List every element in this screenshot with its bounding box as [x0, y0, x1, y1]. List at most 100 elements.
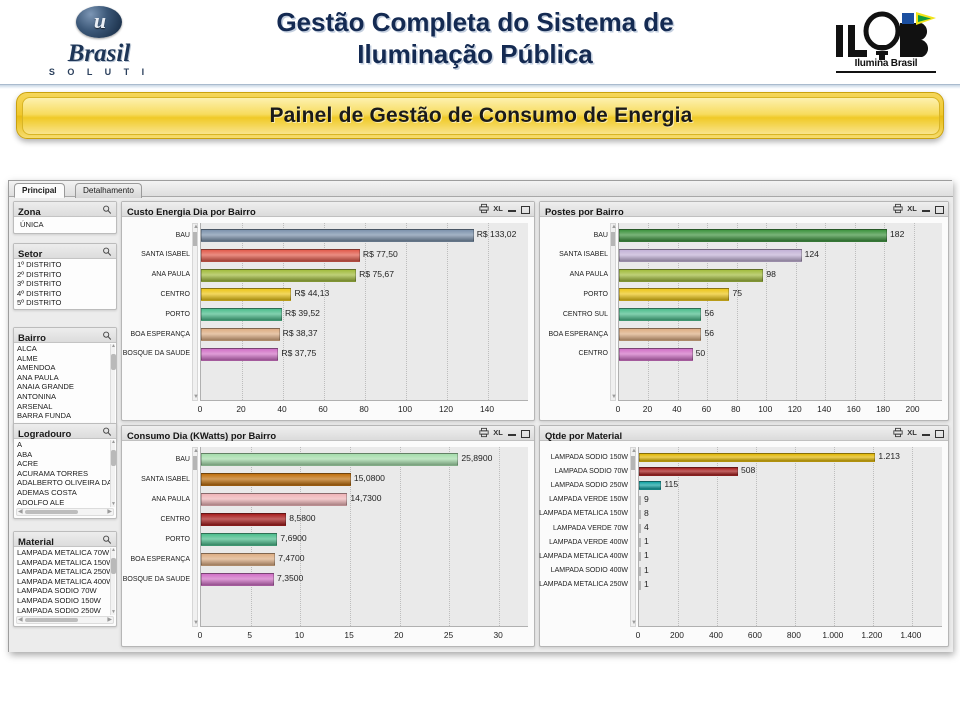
bar[interactable] — [619, 229, 888, 242]
scroll-down-arrow-icon[interactable]: ▼ — [193, 620, 199, 626]
category-scrollbar[interactable]: ▲ ▼ — [630, 447, 637, 627]
bar[interactable] — [201, 328, 280, 341]
list-item[interactable]: 1º DISTRITO — [17, 260, 62, 269]
list-item[interactable]: ADEMAS COSTA — [17, 487, 77, 497]
list-item[interactable]: ACRE — [17, 459, 39, 469]
list-item[interactable]: ADALBERTO OLIVEIRA DA — [17, 478, 113, 488]
list-item[interactable]: LAMPADA METALICA 150W — [17, 557, 114, 567]
scroll-right-arrow-icon[interactable]: ▶ — [107, 617, 112, 624]
scrollbar-thumb[interactable] — [111, 450, 116, 466]
bar[interactable] — [201, 453, 459, 466]
scrollbar-thumb[interactable] — [193, 456, 197, 470]
magnifier-icon[interactable] — [102, 246, 112, 257]
list-item[interactable]: ÚNICA — [20, 220, 44, 229]
maximize-icon[interactable] — [521, 205, 530, 214]
scrollbar-thumb[interactable] — [25, 618, 78, 623]
printer-icon[interactable] — [479, 203, 489, 214]
list-item[interactable]: ACURAMA TORRES — [17, 468, 89, 478]
bar[interactable] — [201, 553, 276, 566]
list-item[interactable]: LAMPADA SODIO 250W — [17, 605, 101, 615]
magnifier-icon[interactable] — [102, 330, 112, 341]
printer-icon[interactable] — [893, 427, 903, 438]
bar[interactable] — [639, 524, 641, 533]
list-item[interactable]: 5º DISTRITO — [17, 298, 62, 308]
list-item[interactable]: 3º DISTRITO — [17, 279, 62, 289]
bar[interactable] — [619, 288, 730, 302]
list-item[interactable]: 2º DISTRITO — [17, 269, 62, 279]
bar[interactable] — [619, 268, 764, 282]
scroll-up-arrow-icon[interactable]: ▲ — [611, 224, 617, 230]
export-excel-icon[interactable]: XL — [907, 428, 917, 437]
scroll-left-arrow-icon[interactable]: ◀ — [18, 509, 23, 516]
bar[interactable] — [201, 493, 348, 506]
list-item[interactable]: LAMPADA SODIO 70W — [17, 586, 97, 596]
bar[interactable] — [201, 248, 360, 262]
list-item[interactable]: ANA PAULA — [17, 372, 59, 382]
minimize-icon[interactable] — [921, 427, 931, 438]
vertical-scrollbar[interactable]: ▲▼ — [110, 344, 116, 431]
bar[interactable] — [201, 573, 275, 586]
tab-detalhamento[interactable]: Detalhamento — [75, 183, 142, 198]
list-item[interactable]: ANAIA GRANDE — [17, 382, 74, 392]
maximize-icon[interactable] — [935, 205, 944, 214]
tab-principal[interactable]: Principal — [14, 183, 65, 198]
scroll-right-arrow-icon[interactable]: ▶ — [107, 509, 112, 516]
scroll-left-arrow-icon[interactable]: ◀ — [18, 617, 23, 624]
list-item[interactable]: LAMPADA SODIO 150W — [17, 595, 101, 605]
bar[interactable] — [639, 495, 641, 505]
bar[interactable] — [201, 268, 357, 282]
list-item[interactable]: ABA — [17, 449, 33, 459]
magnifier-icon[interactable] — [102, 534, 112, 545]
bar[interactable] — [619, 308, 702, 322]
scroll-down-arrow-icon[interactable]: ▼ — [611, 394, 617, 400]
bar[interactable] — [639, 509, 641, 519]
list-item[interactable]: ADOLFO ALE — [17, 497, 65, 507]
bar[interactable] — [639, 538, 641, 548]
minimize-icon[interactable] — [921, 203, 931, 214]
list-item[interactable]: ARSENAL — [17, 401, 53, 411]
scroll-up-arrow-icon[interactable]: ▲ — [631, 448, 637, 454]
filter-list[interactable]: ALCA ALME AMENDOA ANA PAULA ANAIA GRANDE ANTO… — [14, 343, 116, 431]
minimize-icon[interactable] — [507, 203, 517, 214]
scroll-up-arrow-icon[interactable]: ▲ — [111, 547, 116, 553]
scroll-up-arrow-icon[interactable]: ▲ — [193, 224, 199, 230]
magnifier-icon[interactable] — [102, 426, 112, 437]
bar[interactable] — [639, 481, 662, 491]
minimize-icon[interactable] — [507, 427, 517, 438]
scrollbar-thumb[interactable] — [111, 558, 116, 574]
bar[interactable] — [619, 328, 702, 341]
bar[interactable] — [639, 453, 876, 462]
scroll-down-arrow-icon[interactable]: ▼ — [111, 501, 116, 508]
scrollbar-thumb[interactable] — [631, 456, 635, 470]
filter-list[interactable]: A ABA ACRE ACURAMA TORRES ADALBERTO OLIVEIRA… — [14, 439, 116, 508]
bar[interactable] — [639, 467, 738, 477]
printer-icon[interactable] — [893, 203, 903, 214]
bar[interactable] — [201, 533, 278, 546]
scroll-up-arrow-icon[interactable]: ▲ — [111, 439, 116, 445]
list-item[interactable]: ALME — [17, 353, 38, 363]
list-item[interactable]: AMENDOA — [17, 363, 56, 373]
list-item[interactable]: LAMPADA METALICA 400W — [17, 576, 114, 586]
filter-list[interactable]: ÚNICA — [14, 217, 116, 233]
bar[interactable] — [639, 566, 641, 576]
bar[interactable] — [639, 580, 641, 590]
bar[interactable] — [201, 513, 287, 526]
magnifier-icon[interactable] — [102, 204, 112, 215]
bar[interactable] — [639, 552, 641, 562]
horizontal-scrollbar[interactable]: ◀▶ — [16, 508, 114, 517]
list-item[interactable]: LAMPADA METALICA 250W — [17, 567, 114, 577]
scroll-down-arrow-icon[interactable]: ▼ — [631, 620, 637, 626]
list-item[interactable]: BARRA FUNDA — [17, 411, 72, 421]
filter-list[interactable]: 1º DISTRITO 2º DISTRITO 3º DISTRITO 4º DIST… — [14, 259, 116, 309]
list-item[interactable]: A — [17, 440, 23, 449]
maximize-icon[interactable] — [935, 429, 944, 438]
category-scrollbar[interactable]: ▲ ▼ — [192, 223, 199, 401]
bar[interactable] — [201, 473, 351, 486]
scroll-down-arrow-icon[interactable]: ▼ — [111, 609, 116, 616]
bar[interactable] — [619, 347, 693, 361]
export-excel-icon[interactable]: XL — [493, 428, 503, 437]
scroll-up-arrow-icon[interactable]: ▲ — [193, 448, 199, 454]
scrollbar-thumb[interactable] — [111, 354, 116, 370]
bar[interactable] — [201, 308, 283, 322]
vertical-scrollbar[interactable]: ▲▼ — [110, 439, 116, 508]
